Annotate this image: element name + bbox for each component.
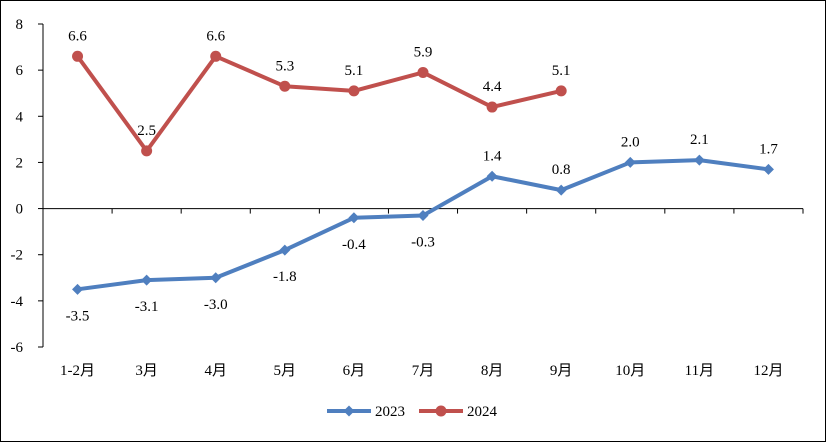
data-label: 1.7 <box>759 141 778 157</box>
series-line-2024 <box>75 54 564 153</box>
data-label: 1.4 <box>483 148 502 164</box>
legend-marker <box>435 405 447 417</box>
data-label: -1.8 <box>273 269 297 285</box>
x-tick-label: 6月 <box>343 363 366 379</box>
data-point <box>279 80 291 92</box>
data-point <box>210 50 222 62</box>
data-point <box>417 209 429 221</box>
data-label: -3.1 <box>135 299 159 315</box>
data-label: 0.8 <box>552 162 571 178</box>
data-point <box>555 85 567 97</box>
axes <box>38 23 804 348</box>
x-tick-label: 12月 <box>753 363 783 379</box>
y-tick-label: 2 <box>16 155 24 171</box>
x-tick-label: 5月 <box>274 363 297 379</box>
x-tick-label: 11月 <box>685 363 714 379</box>
data-point <box>279 244 291 256</box>
y-tick-label: 0 <box>16 202 24 218</box>
x-tick-label: 3月 <box>135 363 158 379</box>
data-point <box>210 272 222 284</box>
data-point <box>348 212 360 224</box>
data-label: 2.5 <box>137 123 156 139</box>
data-point <box>555 184 567 196</box>
data-point <box>417 66 429 78</box>
x-tick-label: 7月 <box>412 363 435 379</box>
x-tick-label: 10月 <box>615 363 645 379</box>
series-2024 <box>72 50 567 157</box>
y-tick-label: -4 <box>11 294 24 310</box>
data-label: 6.6 <box>206 28 225 44</box>
data-label: 6.6 <box>68 28 87 44</box>
data-label: 5.1 <box>552 63 571 79</box>
x-tick-label: 8月 <box>481 363 504 379</box>
legend: 2023 2024 <box>327 404 498 420</box>
data-label: -0.3 <box>411 234 435 250</box>
data-point <box>486 170 498 182</box>
legend-label: 2024 <box>467 404 498 420</box>
series-line-2023 <box>75 158 771 292</box>
series-layer <box>72 50 774 295</box>
data-point <box>762 163 774 175</box>
data-label: 2.0 <box>621 134 640 150</box>
data-point <box>693 154 705 166</box>
legend-item-2024: 2024 <box>419 404 498 420</box>
x-tick-label: 9月 <box>550 363 573 379</box>
y-tick-label: 6 <box>16 63 24 79</box>
data-label: 5.1 <box>345 63 364 79</box>
series-2023 <box>72 154 774 295</box>
legend-marker <box>343 405 355 417</box>
data-point <box>141 145 153 157</box>
x-tick-label: 4月 <box>204 363 227 379</box>
x-tick-label: 1-2月 <box>60 363 95 379</box>
data-label: -0.4 <box>342 237 366 253</box>
data-label: -3.0 <box>204 297 228 313</box>
y-tick-label: 4 <box>16 109 24 125</box>
legend-label: 2023 <box>375 404 405 420</box>
data-point <box>624 156 636 168</box>
y-tick-label: -6 <box>11 340 24 356</box>
tick-labels: -6 -4 -2 0 2 4 6 8 1-2月 3月 4月 5月 6月 7月 8月 9月 10月 11月 12月 <box>11 17 784 379</box>
y-tick-label: -2 <box>11 248 24 264</box>
data-label: 4.4 <box>483 79 502 95</box>
legend-item-2023: 2023 <box>327 404 405 420</box>
data-label: -3.5 <box>66 308 90 324</box>
data-point <box>348 85 360 97</box>
y-tick-label: 8 <box>16 17 24 33</box>
data-point <box>72 283 84 295</box>
data-labels: -3.5 -3.1 -3.0 -1.8 -0.4 -0.3 1.4 0.8 2.0 2.1 1.7 6… <box>66 28 779 324</box>
data-label: 5.9 <box>414 44 433 60</box>
data-point <box>141 274 153 286</box>
data-label: 5.3 <box>275 58 294 74</box>
data-point <box>486 101 498 113</box>
data-label: 2.1 <box>690 132 709 148</box>
data-point <box>72 50 84 62</box>
